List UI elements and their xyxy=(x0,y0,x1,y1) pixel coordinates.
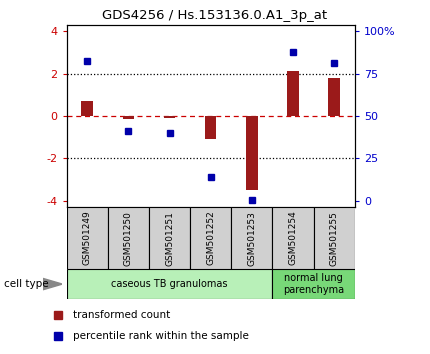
Bar xyxy=(164,116,175,118)
Text: normal lung
parenchyma: normal lung parenchyma xyxy=(283,273,344,295)
Bar xyxy=(123,116,134,119)
Bar xyxy=(313,207,355,269)
Text: GSM501253: GSM501253 xyxy=(247,211,256,266)
Bar xyxy=(273,269,355,299)
Bar xyxy=(81,101,93,116)
Bar xyxy=(246,116,258,190)
Text: GSM501254: GSM501254 xyxy=(289,211,298,266)
Text: GSM501255: GSM501255 xyxy=(330,211,339,266)
Bar xyxy=(205,116,216,139)
Text: percentile rank within the sample: percentile rank within the sample xyxy=(73,331,249,341)
Bar xyxy=(108,207,149,269)
Text: transformed count: transformed count xyxy=(73,309,170,320)
Bar xyxy=(67,207,108,269)
Bar xyxy=(149,207,190,269)
Bar xyxy=(273,207,313,269)
Text: GSM501249: GSM501249 xyxy=(83,211,92,266)
Bar xyxy=(67,269,273,299)
Bar xyxy=(287,72,299,116)
Text: GSM501251: GSM501251 xyxy=(165,211,174,266)
Text: GSM501252: GSM501252 xyxy=(206,211,215,266)
Polygon shape xyxy=(43,278,62,290)
Bar xyxy=(329,78,340,116)
Text: GDS4256 / Hs.153136.0.A1_3p_at: GDS4256 / Hs.153136.0.A1_3p_at xyxy=(102,9,328,22)
Bar xyxy=(190,207,231,269)
Bar xyxy=(231,207,273,269)
Text: GSM501250: GSM501250 xyxy=(124,211,133,266)
Text: caseous TB granulomas: caseous TB granulomas xyxy=(111,279,228,289)
Text: cell type: cell type xyxy=(4,279,49,289)
